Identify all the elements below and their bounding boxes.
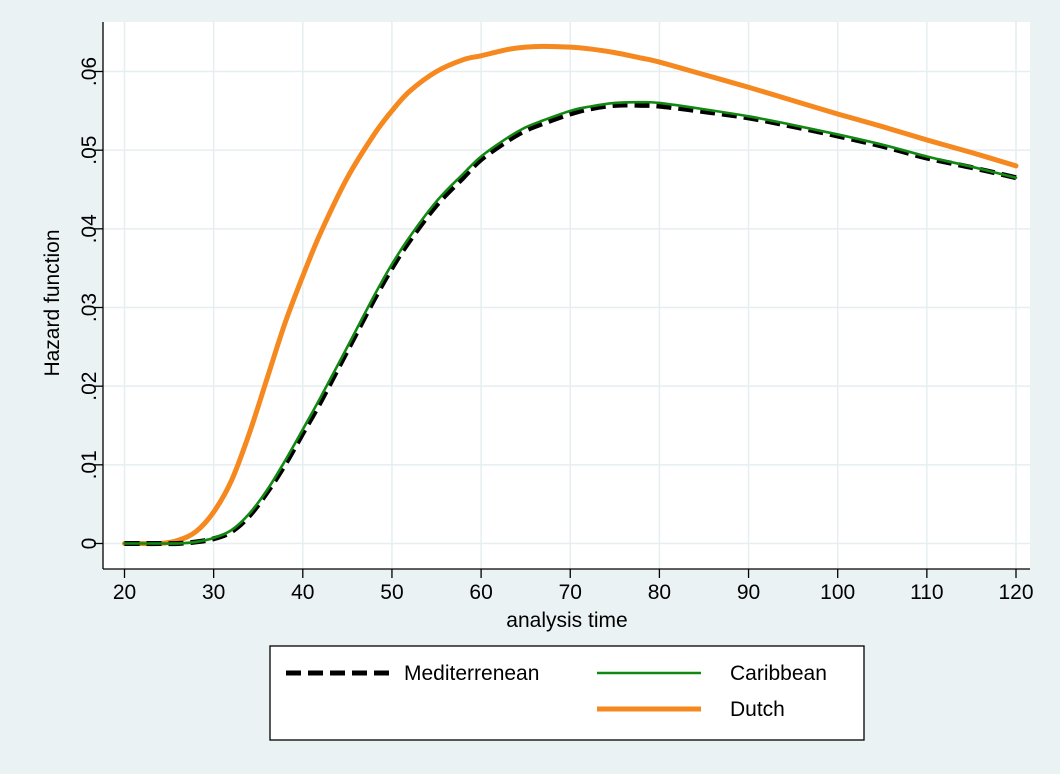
x-tick-label: 70 <box>559 581 582 604</box>
legend-label-mediterrenean: Mediterrenean <box>404 662 539 685</box>
y-tick-label: .01 <box>78 450 101 479</box>
x-tick-label: 120 <box>998 581 1033 604</box>
y-tick-label: 0 <box>78 538 101 550</box>
x-tick-label: 80 <box>648 581 671 604</box>
legend-label-dutch: Dutch <box>730 698 785 721</box>
x-tick-label: 90 <box>737 581 760 604</box>
x-tick-label: 100 <box>820 581 855 604</box>
series-line-caribbean <box>123 100 1018 545</box>
y-tick-label: .06 <box>78 57 101 86</box>
x-tick-label: 20 <box>113 581 136 604</box>
y-tick-label: .04 <box>78 214 101 244</box>
axes <box>102 22 1030 570</box>
series-layer <box>122 43 1019 547</box>
series-line-dutch <box>122 43 1019 547</box>
legend-box <box>269 645 865 741</box>
y-axis-label: Hazard function <box>41 229 64 376</box>
x-tick-label: 40 <box>291 581 314 604</box>
x-tick-label: 110 <box>910 581 943 604</box>
legend-label-caribbean: Caribbean <box>730 662 827 685</box>
x-tick-label: 60 <box>469 581 492 604</box>
x-tick-label: 50 <box>380 581 403 604</box>
y-ticks: 0 .01 .02 .03 .04 .05 .06 <box>78 57 103 549</box>
y-tick-label: .05 <box>78 136 101 165</box>
plot-area <box>103 22 1030 569</box>
x-axis-label: analysis time <box>506 609 627 632</box>
legend: Mediterrenean Caribbean Dutch <box>269 645 865 741</box>
x-tick-label: 30 <box>202 581 225 604</box>
x-ticks: 20 30 40 50 60 70 80 90 100 110 120 <box>113 569 1034 604</box>
y-tick-label: .02 <box>78 372 101 401</box>
y-tick-label: .03 <box>78 293 101 322</box>
